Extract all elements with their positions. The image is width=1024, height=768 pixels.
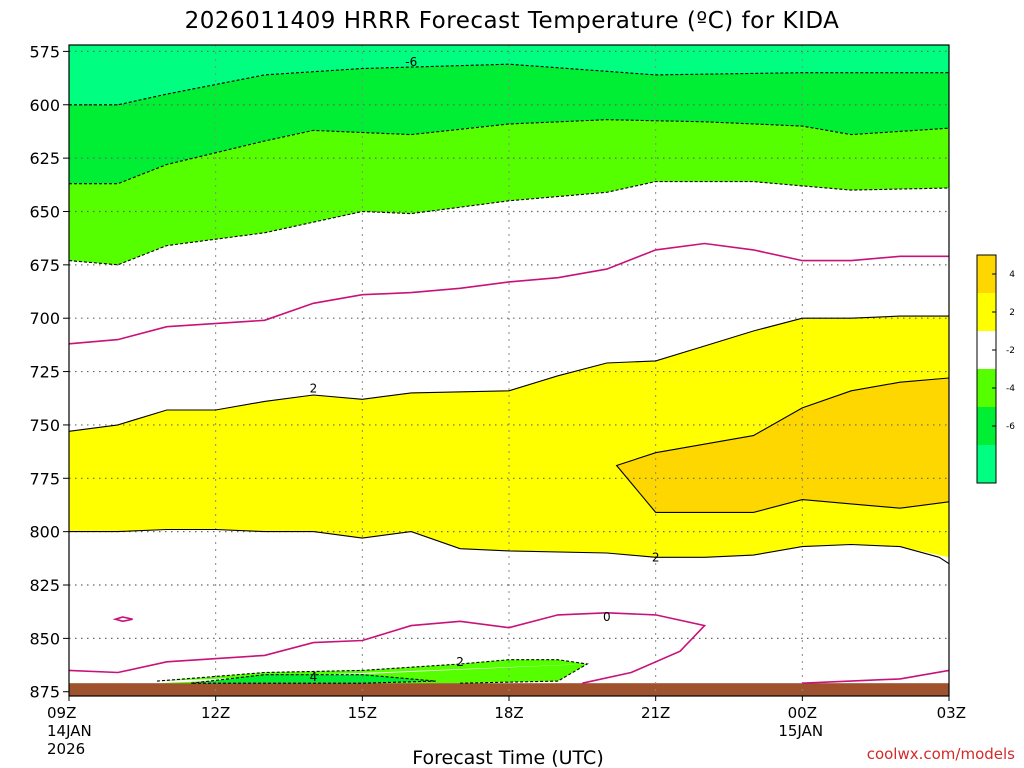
contour-line: [69, 611, 707, 684]
colorbar-frame: [976, 254, 997, 484]
colorbar-tick-label: -4: [1006, 384, 1015, 394]
contour-label: 2: [652, 550, 660, 564]
contour-line: [69, 119, 949, 185]
colorbar-swatch: [977, 293, 996, 312]
y-tick-label: 875: [29, 683, 60, 702]
colorbar-tick-label: 2: [1009, 308, 1015, 318]
colorbar-swatch: [977, 350, 996, 369]
fill-minus2-pocket: [157, 659, 588, 684]
x-tick-label: 21Z: [641, 704, 670, 722]
colorbar-swatch: [977, 426, 996, 445]
x-tick-label: 03Z: [937, 704, 966, 722]
x-tick-label: 12Z: [201, 704, 230, 722]
y-tick-label: 650: [29, 202, 60, 221]
contour-line: [69, 315, 949, 432]
colorbar-swatch: [977, 369, 996, 388]
gridlines: [69, 45, 949, 696]
contour-layer: -6 2 2 0 2 4: [69, 55, 949, 684]
x-tick-label: 18Z: [494, 704, 523, 722]
contour-line: [191, 674, 436, 684]
y-axis: 575 600 625 650 675 700 725 750 775 800 825 850 875: [29, 42, 69, 702]
fills-layer: [69, 45, 949, 684]
credit-text: coolwx.com/models: [867, 745, 1015, 763]
chart-title: 2026011409 HRRR Forecast Temperature (ºC…: [185, 8, 840, 34]
y-tick-label: 775: [29, 469, 60, 488]
y-tick-label: 625: [29, 149, 60, 168]
x-tick-label: 00Z: [788, 704, 817, 722]
contour-label: 2: [310, 382, 318, 396]
contour-label: -6: [405, 55, 417, 69]
x-axis-label: Forecast Time (UTC): [412, 747, 603, 768]
colorbar-swatch: [977, 274, 996, 293]
y-tick-label: 675: [29, 256, 60, 275]
contour-label: 0: [603, 610, 611, 624]
contour-label: 2: [456, 655, 464, 669]
contour-line: [69, 181, 949, 266]
contour-line: [69, 63, 949, 106]
y-tick-label: 725: [29, 363, 60, 382]
y-tick-label: 800: [29, 523, 60, 542]
contour-label: 4: [310, 670, 318, 684]
colorbar-swatch: [977, 445, 996, 464]
y-tick-label: 825: [29, 576, 60, 595]
x-tick-label: 15Z: [348, 704, 377, 722]
colorbar-swatch: [977, 388, 996, 407]
contour-line: [69, 528, 949, 565]
y-tick-label: 700: [29, 309, 60, 328]
x-tick-year: 2026: [47, 740, 85, 758]
colorbar-tick-label: -2: [1006, 346, 1015, 356]
x-tick-date: 14JAN: [47, 722, 92, 740]
colorbar-swatch: [977, 464, 996, 483]
colorbar: 4 2 -2 -4 -6: [976, 254, 1015, 484]
fill-below-minus6: [69, 45, 949, 105]
y-tick-label: 850: [29, 629, 60, 648]
colorbar-swatch: [977, 407, 996, 426]
x-tick-date: 15JAN: [778, 722, 823, 740]
y-tick-label: 575: [29, 42, 60, 61]
x-tick-label: 09Z: [47, 704, 76, 722]
colorbar-swatch: [977, 255, 996, 274]
contour-line: [802, 669, 949, 684]
contour-line: [69, 242, 949, 345]
y-tick-label: 600: [29, 96, 60, 115]
contour-line: [156, 659, 589, 684]
colorbar-swatch: [977, 312, 996, 331]
y-tick-label: 750: [29, 416, 60, 435]
contour-line: [615, 377, 949, 513]
contour-line: [112, 616, 133, 623]
fill-minus4-pocket: [191, 674, 436, 684]
colorbar-tick-label: 4: [1009, 270, 1015, 280]
colorbar-tick-label: -6: [1006, 422, 1015, 432]
colorbar-swatch: [977, 331, 996, 350]
